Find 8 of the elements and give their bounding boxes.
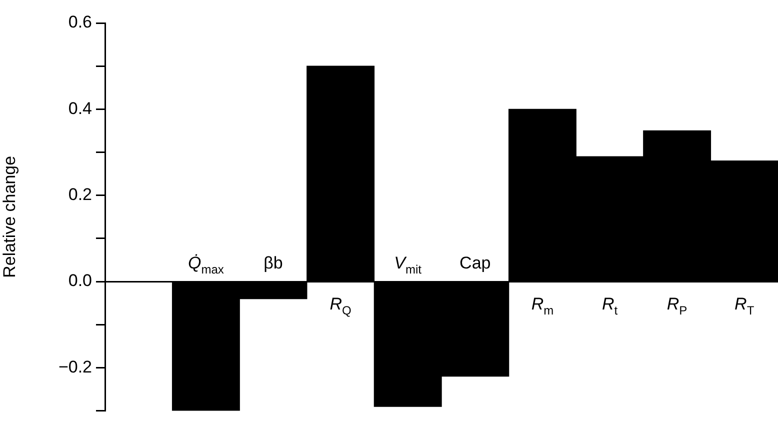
y-tick-label: 0.2 (68, 185, 92, 204)
y-tick-label: −0.2 (58, 357, 92, 376)
y-tick-label: 0.0 (68, 271, 92, 290)
y-tick-label: 0.6 (68, 12, 92, 32)
y-tick-label: 0.4 (68, 98, 92, 118)
y-axis-title: Relative change (0, 156, 19, 278)
x-tick-label: βb (264, 254, 283, 273)
x-tick-label: Cap (460, 254, 491, 273)
